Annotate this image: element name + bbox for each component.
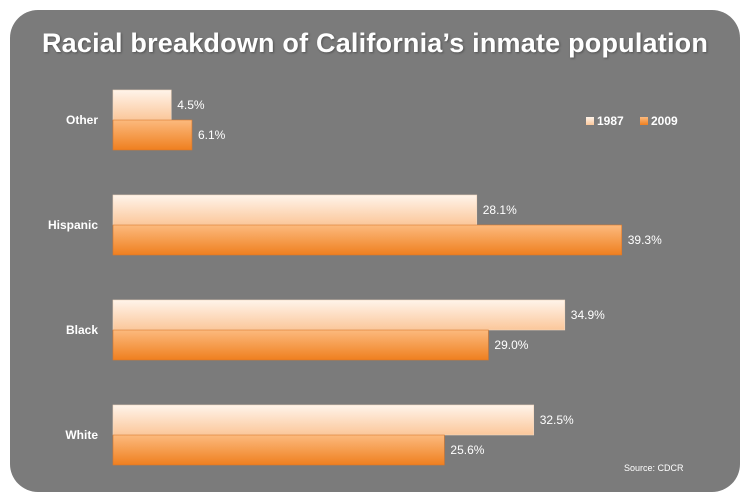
source-note: Source: CDCR <box>624 463 684 473</box>
value-label-1987-hispanic: 28.1% <box>483 203 517 217</box>
bar-1987-other <box>112 89 172 121</box>
bar-2009-hispanic <box>112 224 623 256</box>
value-label-2009-other: 6.1% <box>198 128 226 142</box>
legend-label-2009: 2009 <box>651 114 678 128</box>
bar-2009-white <box>112 434 445 466</box>
bar-1987-black <box>112 299 566 331</box>
value-label-2009-black: 29.0% <box>494 338 528 352</box>
bar-2009-other <box>112 119 193 151</box>
bar-2009-black <box>112 329 489 361</box>
chart-title: Racial breakdown of California’s inmate … <box>41 28 709 58</box>
legend-label-1987: 1987 <box>597 114 624 128</box>
value-label-1987-white: 32.5% <box>540 413 574 427</box>
category-label-black: Black <box>66 323 98 337</box>
bar-1987-white <box>112 404 535 436</box>
category-label-hispanic: Hispanic <box>48 218 98 232</box>
value-label-1987-black: 34.9% <box>571 308 605 322</box>
legend: 1987 2009 <box>586 114 678 128</box>
value-label-2009-white: 25.6% <box>450 443 484 457</box>
legend-swatch-1987 <box>586 117 594 125</box>
category-label-white: White <box>65 428 98 442</box>
value-label-2009-hispanic: 39.3% <box>628 233 662 247</box>
legend-swatch-2009 <box>640 117 648 125</box>
bar-1987-hispanic <box>112 194 478 226</box>
category-label-other: Other <box>66 113 98 127</box>
value-label-1987-other: 4.5% <box>177 98 205 112</box>
